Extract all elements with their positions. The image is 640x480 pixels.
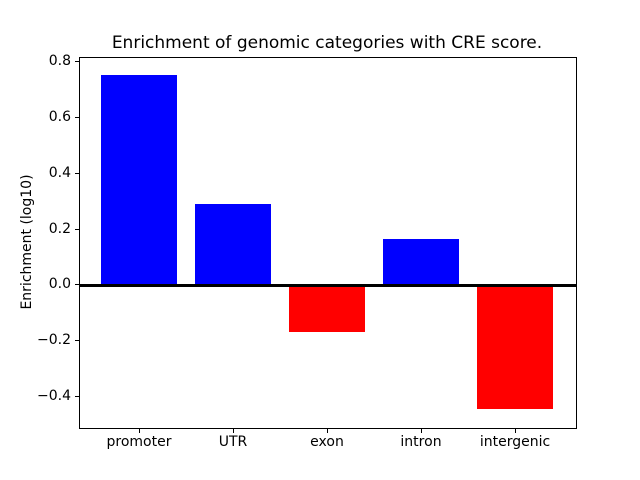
plot-area [79, 57, 577, 429]
x-tick-label-promoter: promoter [106, 434, 172, 450]
bar-promoter [101, 75, 177, 286]
x-tick-label-exon: exon [310, 434, 344, 450]
y-tick-label-0.6: 0.6 [48, 109, 71, 125]
x-tick-mark [515, 429, 516, 433]
x-tick-label-intron: intron [400, 434, 442, 450]
zero-line [80, 284, 576, 287]
y-tick-mark [75, 284, 79, 285]
chart-title: Enrichment of genomic categories with CR… [111, 33, 543, 53]
x-tick-label-UTR: UTR [218, 434, 248, 450]
y-tick-mark [75, 173, 79, 174]
y-tick-mark [75, 340, 79, 341]
y-tick-label--0.4: −0.4 [37, 388, 71, 404]
y-tick-mark [75, 61, 79, 62]
y-tick-label-0.8: 0.8 [48, 53, 71, 69]
x-tick-mark [233, 429, 234, 433]
bar-intergenic [477, 285, 553, 409]
y-tick-label-0.0: 0.0 [48, 276, 71, 292]
y-tick-mark [75, 117, 79, 118]
bar-exon [289, 285, 365, 332]
bar-UTR [195, 204, 271, 285]
bar-intron [383, 239, 459, 285]
y-tick-label--0.2: −0.2 [37, 332, 71, 348]
x-tick-label-intergenic: intergenic [479, 434, 551, 450]
y-tick-mark [75, 396, 79, 397]
y-tick-mark [75, 229, 79, 230]
y-tick-label-0.2: 0.2 [48, 221, 71, 237]
x-tick-mark [139, 429, 140, 433]
x-tick-mark [421, 429, 422, 433]
y-tick-label-0.4: 0.4 [48, 165, 71, 181]
x-tick-mark [327, 429, 328, 433]
